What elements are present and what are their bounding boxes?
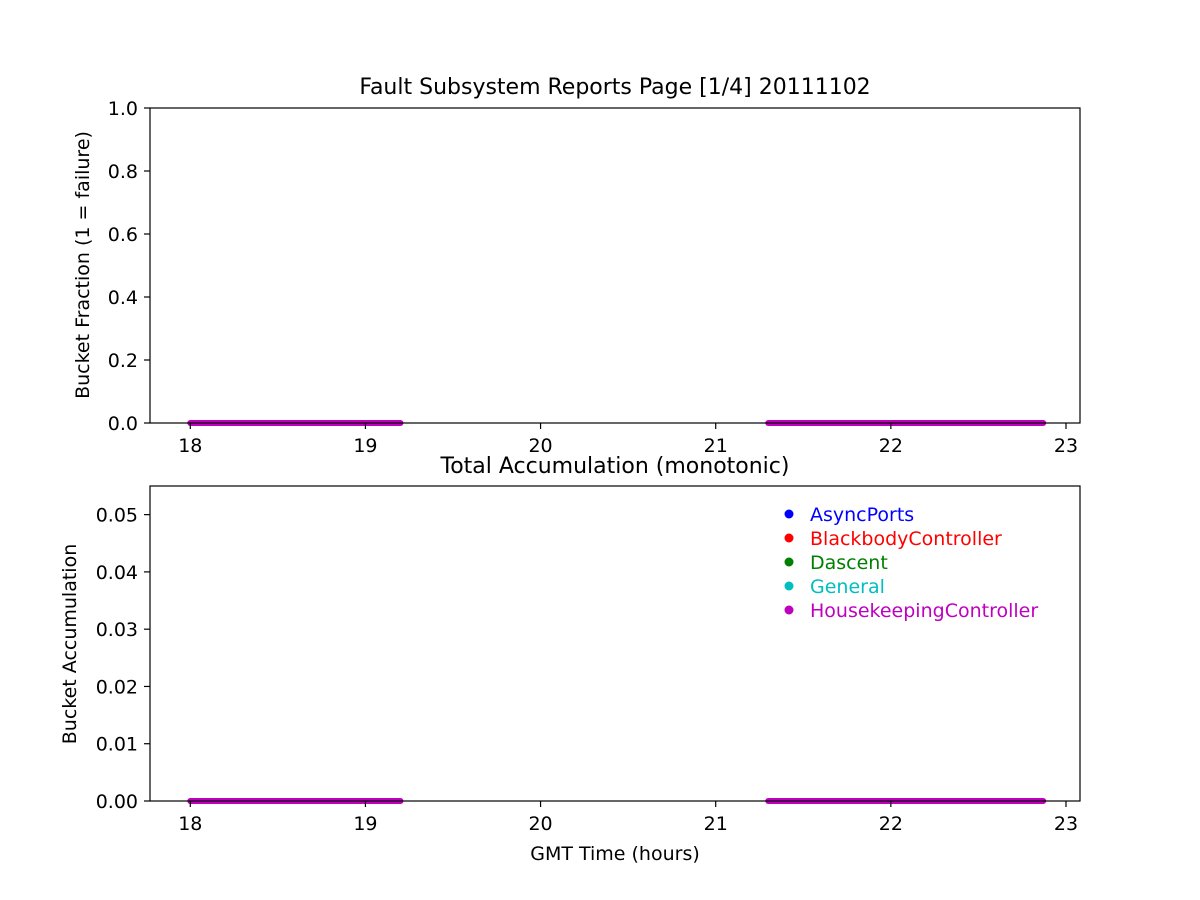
y-tick-label: 0.00 xyxy=(96,791,138,813)
legend-label: HousekeepingController xyxy=(810,600,1038,622)
x-tick-label: 22 xyxy=(879,435,903,457)
y-tick-label: 0.04 xyxy=(96,562,138,584)
plot-frame xyxy=(149,107,1081,424)
chart-title: Total Accumulation (monotonic) xyxy=(440,454,790,479)
y-tick-label: 0.0 xyxy=(108,413,138,435)
x-tick-label: 21 xyxy=(704,813,728,835)
y-tick-label: 1.0 xyxy=(108,98,138,120)
x-tick-label: 20 xyxy=(528,435,552,457)
x-tick-label: 19 xyxy=(353,813,377,835)
y-tick-label: 0.2 xyxy=(108,350,138,372)
x-tick-label: 22 xyxy=(879,813,903,835)
y-tick-label: 0.4 xyxy=(108,287,138,309)
legend-marker xyxy=(784,605,794,615)
legend-marker xyxy=(784,557,794,567)
fault-fraction-chart: Fault Subsystem Reports Page [1/4] 20111… xyxy=(72,75,1081,457)
legend-entry: AsyncPorts xyxy=(784,504,914,526)
x-tick-label: 20 xyxy=(528,813,552,835)
legend-label: AsyncPorts xyxy=(810,504,914,526)
legend-label: General xyxy=(810,576,885,598)
axis-ticks: 18 19 20 21 22 23 0.00 0.01 0.02 0.03 0.04 0.05 xyxy=(96,505,1078,835)
legend-entry: General xyxy=(784,576,885,598)
plot-frame xyxy=(149,485,1081,802)
axis-ticks: 18 19 20 21 22 23 0.0 0.2 0.4 0.6 0.8 1.0 xyxy=(108,98,1078,457)
x-tick-label: 19 xyxy=(353,435,377,457)
legend-marker xyxy=(784,581,794,591)
x-tick-label: 21 xyxy=(704,435,728,457)
legend-label: Dascent xyxy=(810,552,888,574)
legend-entry: HousekeepingController xyxy=(784,600,1038,622)
legend-entry: Dascent xyxy=(784,552,888,574)
legend-entry: BlackbodyController xyxy=(784,528,1002,550)
x-tick-label: 18 xyxy=(178,813,202,835)
legend-marker xyxy=(784,509,794,519)
legend-label: BlackbodyController xyxy=(810,528,1002,550)
legend-marker xyxy=(784,533,794,543)
y-tick-label: 0.6 xyxy=(108,224,138,246)
x-tick-label: 23 xyxy=(1054,435,1078,457)
y-tick-label: 0.05 xyxy=(96,505,138,527)
y-tick-label: 0.8 xyxy=(108,161,138,183)
y-axis-label: Bucket Accumulation xyxy=(59,544,81,745)
x-axis-label: GMT Time (hours) xyxy=(530,843,700,865)
y-axis-label: Bucket Fraction (1 = failure) xyxy=(72,131,94,399)
legend: AsyncPortsBlackbodyControllerDascentGene… xyxy=(784,504,1038,622)
x-tick-label: 23 xyxy=(1054,813,1078,835)
chart-title: Fault Subsystem Reports Page [1/4] 20111… xyxy=(359,75,870,100)
y-tick-label: 0.01 xyxy=(96,734,138,756)
y-tick-label: 0.03 xyxy=(96,619,138,641)
accumulation-chart: Total Accumulation (monotonic) Bucket Ac… xyxy=(59,454,1081,865)
y-tick-label: 0.02 xyxy=(96,676,138,698)
x-tick-label: 18 xyxy=(178,435,202,457)
